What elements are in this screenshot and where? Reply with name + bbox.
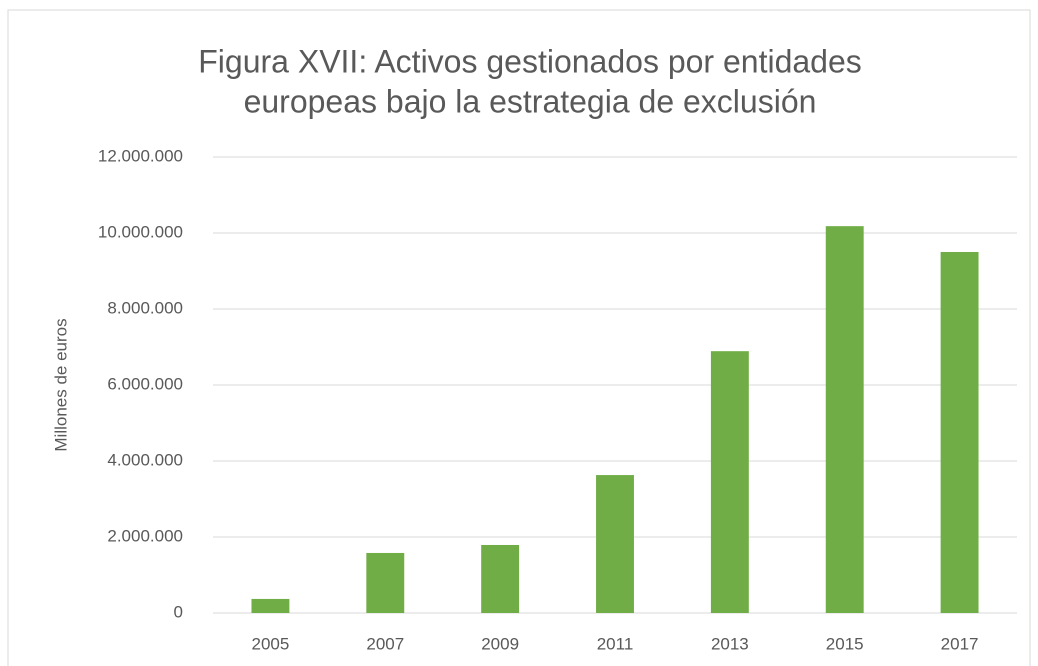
y-tick-label: 10.000.000 <box>98 222 183 241</box>
x-tick-label: 2013 <box>711 634 749 653</box>
x-tick-label: 2009 <box>481 634 519 653</box>
bar <box>596 475 634 613</box>
y-tick-label: 0 <box>174 602 183 621</box>
x-tick-label: 2007 <box>366 634 404 653</box>
y-tick-label: 2.000.000 <box>107 526 183 545</box>
bar <box>481 544 520 613</box>
bar <box>251 598 290 613</box>
bar <box>940 252 979 613</box>
y-tick-label: 8.000.000 <box>107 298 183 317</box>
x-tick-label: 2015 <box>826 634 864 653</box>
y-axis-label: Millones de euros <box>51 318 70 451</box>
x-tick-label: 2005 <box>252 634 290 653</box>
x-tick-label: 2017 <box>941 634 979 653</box>
bar <box>366 552 405 613</box>
y-tick-label: 6.000.000 <box>107 374 183 393</box>
bar <box>710 351 749 613</box>
x-tick-label: 2011 <box>597 634 634 653</box>
y-tick-label: 4.000.000 <box>107 450 183 469</box>
bar <box>825 226 864 613</box>
y-tick-label: 12.000.000 <box>98 146 183 165</box>
chart-title: europeas bajo la estrategia de exclusión <box>244 83 817 119</box>
chart-title: Figura XVII: Activos gestionados por ent… <box>198 43 862 79</box>
